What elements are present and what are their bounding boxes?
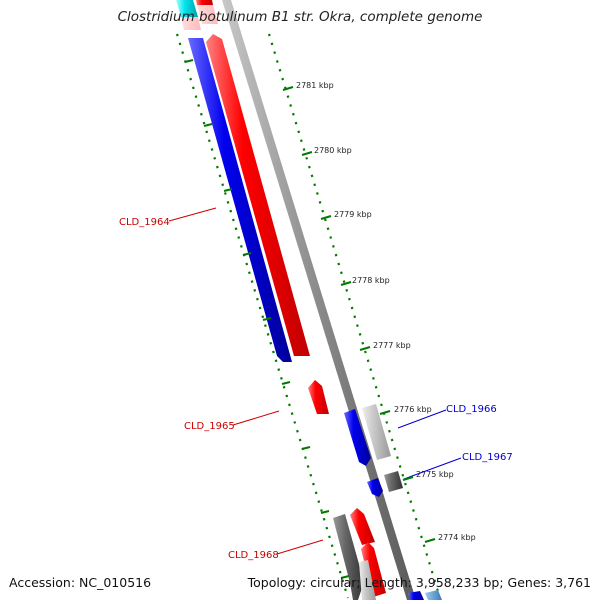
gene-cyan-top — [176, 0, 198, 17]
gene-CLD_1966-gray[interactable] — [362, 404, 391, 460]
tick-2774: 2774 kbp — [424, 533, 476, 543]
gene-steel-bottom[interactable] — [425, 590, 442, 600]
tick-label-2778: 2778 kbp — [352, 276, 390, 285]
tick-2777: 2777 kbp — [359, 341, 411, 351]
gene-red-lower[interactable] — [361, 542, 386, 597]
inner-ruler-ticks — [184, 59, 350, 579]
tick-2779: 2779 kbp — [320, 210, 372, 220]
tick-label-2774: 2774 kbp — [438, 533, 476, 542]
gene-label-CLD_1964[interactable]: CLD_1964 — [119, 217, 170, 228]
tick-label-2781: 2781 kbp — [296, 81, 334, 90]
gene-CLD_1966-blue[interactable] — [344, 409, 371, 466]
genome-title: Clostridium botulinum B1 str. Okra, comp… — [117, 9, 483, 25]
gene-label-CLD_1967[interactable]: CLD_1967 — [462, 452, 513, 463]
leader-CLD_1967 — [403, 457, 462, 480]
tick-2781: 2781 kbp — [282, 81, 334, 91]
tick-2778: 2778 kbp — [340, 276, 390, 286]
tick-2776: 2776 kbp — [379, 405, 432, 415]
tick-label-2779: 2779 kbp — [334, 210, 372, 219]
tick-2775: 2775 kbp — [402, 470, 454, 481]
topology-text: Topology: circular; Length: 3,958,233 bp… — [247, 575, 591, 590]
gene-CLD_1967-dark[interactable] — [384, 471, 403, 492]
gene-CLD_1964-red[interactable] — [206, 34, 310, 356]
gene-label-CLD_1966[interactable]: CLD_1966 — [446, 404, 497, 415]
tick-2780: 2780 kbp — [301, 146, 352, 156]
gene-CLD_1968-red[interactable] — [350, 508, 375, 545]
gene-CLD_1967-blue[interactable] — [367, 478, 383, 497]
tick-label-2780: 2780 kbp — [314, 146, 352, 155]
gene-CLD_1968-dark[interactable] — [333, 514, 364, 600]
inner-dotted-ruler — [175, 33, 350, 599]
gene-label-CLD_1965[interactable]: CLD_1965 — [184, 421, 235, 432]
leader-CLD_1965 — [232, 410, 280, 426]
gene-red-top — [196, 0, 213, 5]
gene-pink-top — [181, 17, 201, 30]
gene-blue-bottom[interactable] — [408, 591, 424, 600]
leader-CLD_1968 — [276, 539, 324, 555]
gene-gray-lower[interactable] — [359, 560, 376, 600]
tick-label-2775: 2775 kbp — [416, 470, 454, 479]
leader-CLD_1966 — [397, 409, 447, 429]
outer-dotted-ruler — [267, 33, 442, 599]
accession-text: Accession: NC_010516 — [9, 575, 152, 590]
genome-backbone — [222, 0, 416, 600]
leader-CLD_1964 — [168, 207, 217, 222]
tick-label-2777: 2777 kbp — [373, 341, 411, 350]
tick-label-2776: 2776 kbp — [394, 405, 432, 414]
gene-pink-top2 — [197, 5, 218, 24]
gene-CLD_1965[interactable] — [308, 380, 329, 414]
gene-label-CLD_1968[interactable]: CLD_1968 — [228, 550, 279, 561]
gene-CLD_1964-blue[interactable] — [188, 38, 292, 362]
